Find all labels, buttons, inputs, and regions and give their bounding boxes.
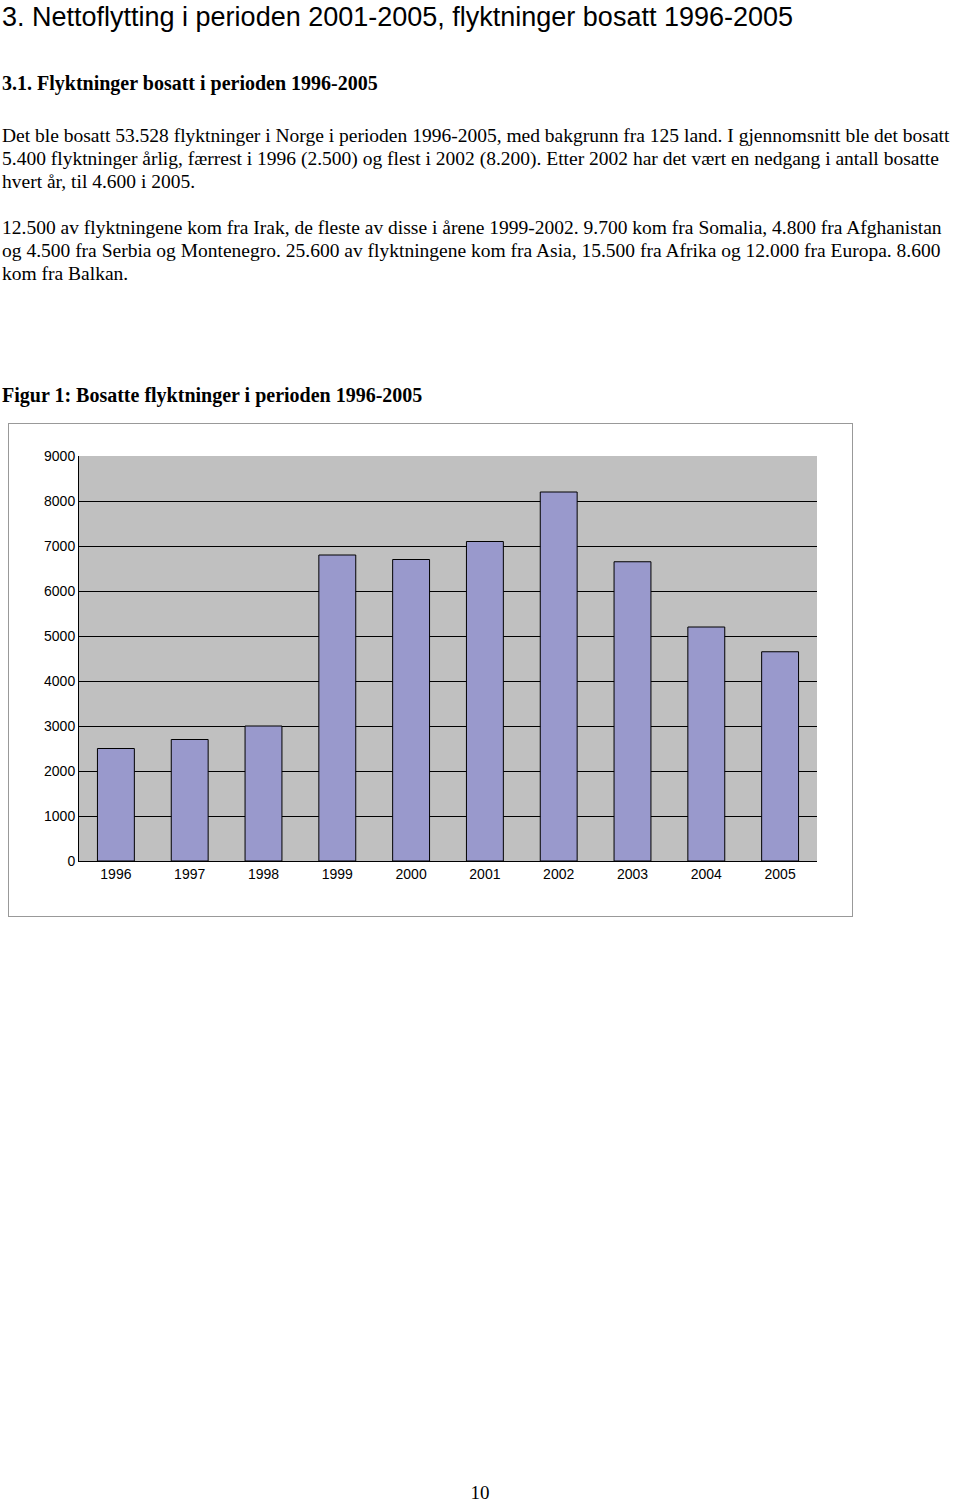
html-text:10: 10 [470, 1482, 490, 1503]
svg-text:2005: 2005 [765, 866, 796, 882]
svg-text:4000: 4000 [44, 673, 75, 689]
svg-text:2004: 2004 [691, 866, 722, 882]
svg-text:1997: 1997 [174, 866, 205, 882]
svg-text:1996: 1996 [100, 866, 131, 882]
svg-text:2003: 2003 [617, 866, 648, 882]
svg-text:7000: 7000 [44, 538, 75, 554]
svg-text:5000: 5000 [44, 628, 75, 644]
svg-text:2000: 2000 [44, 763, 75, 779]
svg-text:1999: 1999 [322, 866, 353, 882]
svg-text:2000: 2000 [396, 866, 427, 882]
html-text:3.1. Flyktninger bosatt i peri: 3.1. Flyktninger bosatt i perioden 1996-… [2, 72, 378, 94]
svg-text:1000: 1000 [44, 808, 75, 824]
svg-text:0: 0 [67, 853, 75, 869]
svg-text:9000: 9000 [44, 448, 75, 464]
svg-text:8000: 8000 [44, 493, 75, 509]
svg-text:2002: 2002 [543, 866, 574, 882]
html-text:12.500 av flyktningene kom fra: 12.500 av flyktningene kom fra Irak, de … [2, 217, 942, 284]
html-text:Figur 1: Bosatte flyktninger i: Figur 1: Bosatte flyktninger i perioden … [2, 384, 423, 406]
html-text:3. Nettoflytting i perioden 20: 3. Nettoflytting i perioden 2001-2005, f… [2, 2, 793, 32]
svg-text:1998: 1998 [248, 866, 279, 882]
svg-text:2001: 2001 [469, 866, 500, 882]
svg-text:6000: 6000 [44, 583, 75, 599]
svg-text:3000: 3000 [44, 718, 75, 734]
html-text:Det ble bosatt 53.528 flyktnin: Det ble bosatt 53.528 flyktninger i Norg… [2, 125, 950, 192]
